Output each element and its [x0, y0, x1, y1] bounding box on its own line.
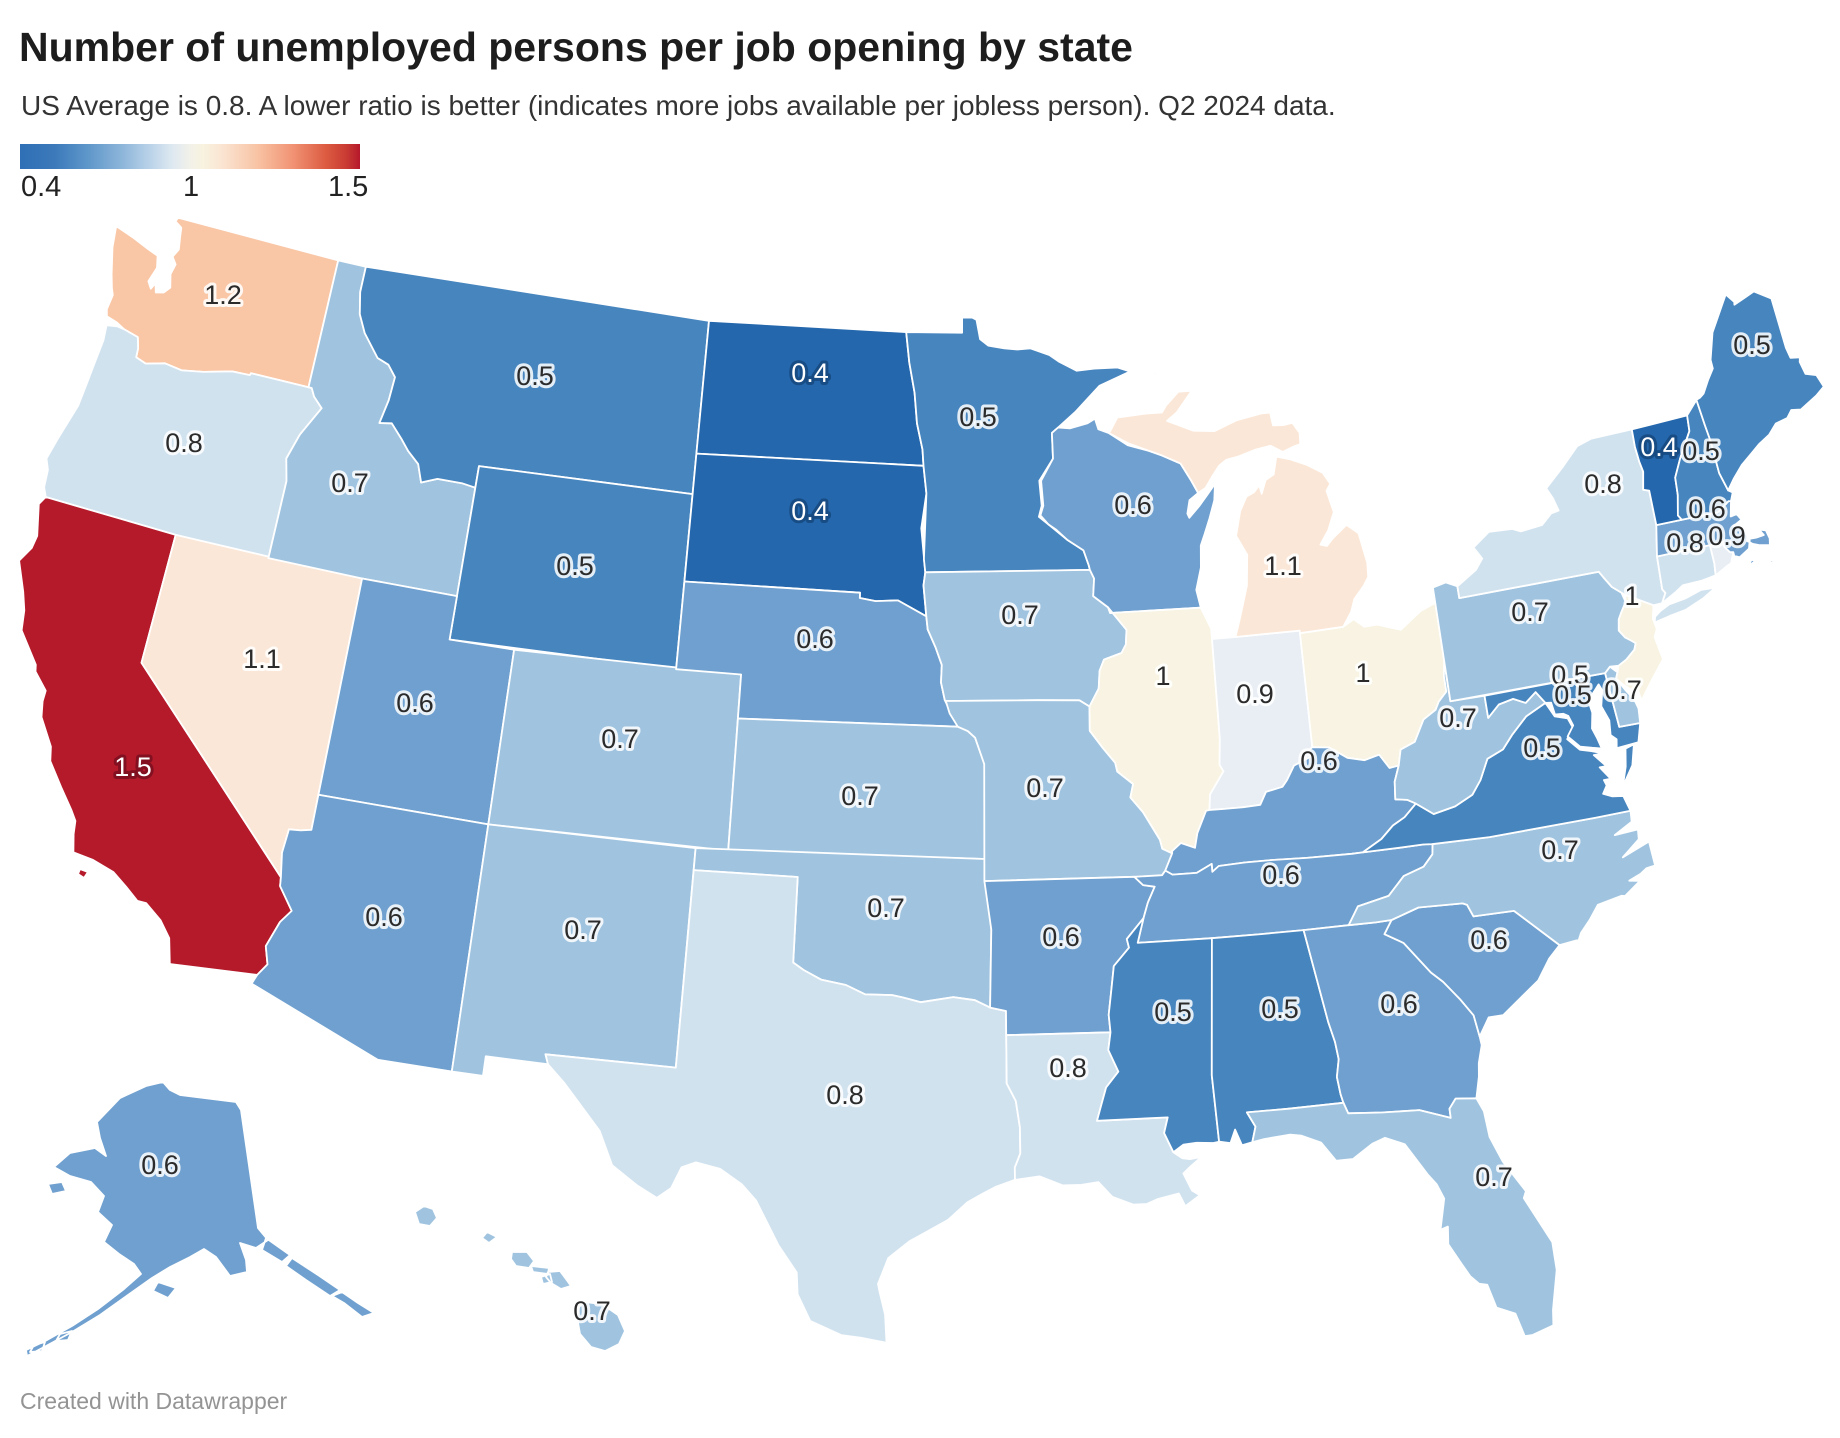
svg-text:0.5: 0.5 [1523, 733, 1561, 763]
svg-text:0.7: 0.7 [601, 724, 639, 754]
svg-text:0.8: 0.8 [1049, 1053, 1087, 1083]
svg-text:0.8: 0.8 [165, 428, 203, 458]
svg-text:1.5: 1.5 [114, 752, 152, 782]
svg-text:0.6: 0.6 [796, 624, 834, 654]
svg-text:0.6: 0.6 [396, 688, 434, 718]
svg-text:0.7: 0.7 [867, 893, 905, 923]
svg-text:0.6: 0.6 [141, 1150, 179, 1180]
svg-text:1.1: 1.1 [243, 644, 281, 674]
svg-text:1.2: 1.2 [204, 280, 242, 310]
svg-text:0.9: 0.9 [1236, 679, 1274, 709]
svg-text:0.5: 0.5 [1554, 680, 1592, 710]
svg-text:1: 1 [1155, 661, 1170, 691]
svg-text:0.7: 0.7 [1541, 835, 1579, 865]
svg-text:0.5: 0.5 [959, 402, 997, 432]
svg-text:0.6: 0.6 [1470, 925, 1508, 955]
svg-text:0.8: 0.8 [826, 1080, 864, 1110]
svg-text:0.7: 0.7 [841, 781, 879, 811]
svg-text:0.4: 0.4 [791, 496, 829, 526]
svg-text:1: 1 [1624, 581, 1639, 611]
svg-text:0.7: 0.7 [1439, 703, 1477, 733]
svg-text:0.5: 0.5 [556, 551, 594, 581]
svg-text:0.5: 0.5 [1733, 330, 1771, 360]
svg-text:0.6: 0.6 [1380, 989, 1418, 1019]
svg-text:0.9: 0.9 [1708, 521, 1746, 551]
svg-text:0.5: 0.5 [516, 361, 554, 391]
svg-text:0.6: 0.6 [1688, 494, 1726, 524]
svg-text:0.4: 0.4 [1640, 432, 1678, 462]
svg-text:0.5: 0.5 [1154, 997, 1192, 1027]
svg-text:0.6: 0.6 [1114, 490, 1152, 520]
svg-text:0.5: 0.5 [1551, 660, 1589, 690]
svg-text:0.6: 0.6 [1262, 860, 1300, 890]
svg-text:0.6: 0.6 [1300, 746, 1338, 776]
svg-text:1.1: 1.1 [1264, 551, 1302, 581]
svg-text:0.7: 0.7 [573, 1296, 611, 1326]
svg-text:0.7: 0.7 [1475, 1162, 1513, 1192]
svg-text:0.8: 0.8 [1584, 469, 1622, 499]
svg-text:0.7: 0.7 [1026, 773, 1064, 803]
svg-text:0.7: 0.7 [1604, 675, 1642, 705]
svg-text:0.5: 0.5 [1261, 994, 1299, 1024]
svg-text:0.6: 0.6 [365, 902, 403, 932]
svg-text:0.7: 0.7 [1001, 600, 1039, 630]
svg-text:0.7: 0.7 [331, 468, 369, 498]
svg-text:1: 1 [1355, 658, 1370, 688]
svg-text:0.7: 0.7 [1511, 597, 1549, 627]
svg-text:0.4: 0.4 [791, 358, 829, 388]
svg-text:0.8: 0.8 [1666, 528, 1704, 558]
svg-text:0.5: 0.5 [1682, 436, 1720, 466]
svg-text:0.7: 0.7 [564, 915, 602, 945]
svg-text:0.6: 0.6 [1042, 922, 1080, 952]
